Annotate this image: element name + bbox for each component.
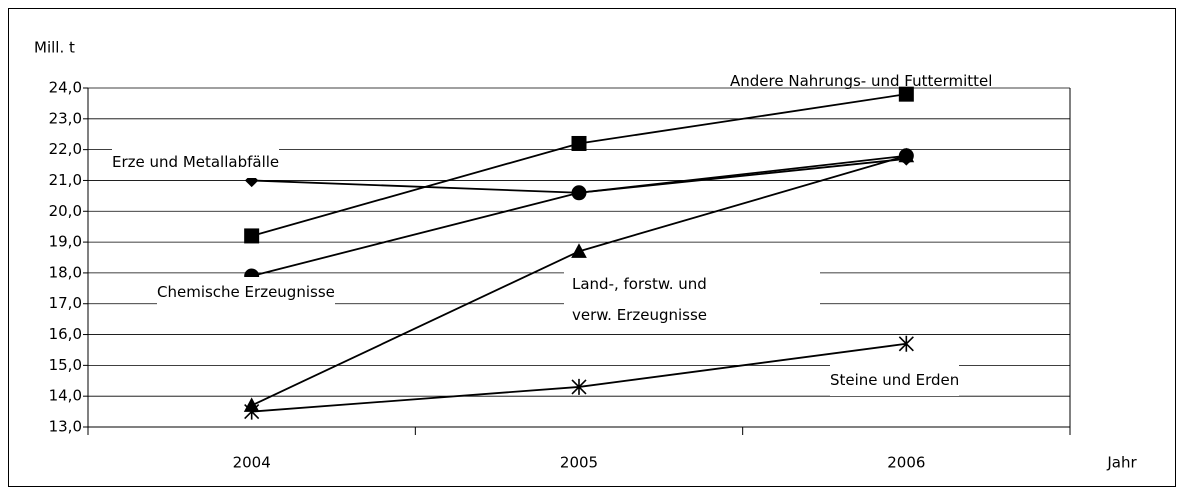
y-tick-label: 24,0: [49, 79, 82, 97]
marker: [571, 185, 587, 201]
y-tick-label: 22,0: [49, 140, 82, 158]
y-tick-label: 20,0: [49, 202, 82, 220]
y-tick-label: 23,0: [49, 109, 82, 127]
x-tick-label: 2006: [887, 454, 925, 472]
x-tick-label: 2005: [560, 454, 598, 472]
x-tick-label: 2004: [233, 454, 271, 472]
series-label: Erze und Metallabfälle: [112, 147, 280, 178]
marker: [244, 228, 260, 244]
marker: [244, 403, 260, 420]
marker: [571, 378, 587, 395]
y-tick-label: 17,0: [49, 294, 82, 312]
series-line: [251, 93, 907, 237]
series-label: Chemische Erzeugnisse: [157, 277, 335, 308]
marker: [898, 335, 914, 352]
y-tick-label: 14,0: [49, 387, 82, 405]
y-tick-label: 16,0: [49, 325, 82, 343]
chart-frame: [8, 8, 1176, 487]
y-tick-label: 19,0: [49, 233, 82, 251]
y-tick-label: 13,0: [49, 418, 82, 436]
marker: [898, 86, 914, 102]
series-line: [251, 342, 907, 413]
series-label: Andere Nahrungs- und Futtermittel: [730, 72, 993, 90]
marker: [571, 135, 587, 151]
marker: [898, 147, 915, 163]
y-tick-label: 18,0: [49, 263, 82, 281]
y-axis-label: Mill. t: [34, 39, 75, 57]
y-tick-label: 15,0: [49, 356, 82, 374]
x-axis-label: Jahr: [1106, 454, 1137, 472]
series-line: [251, 154, 907, 277]
marker: [571, 243, 587, 258]
series-label: Land-, forstw. und verw. Erzeugnisse: [564, 269, 820, 331]
series-label: Steine und Erden: [830, 365, 960, 396]
y-tick-label: 21,0: [49, 171, 82, 189]
